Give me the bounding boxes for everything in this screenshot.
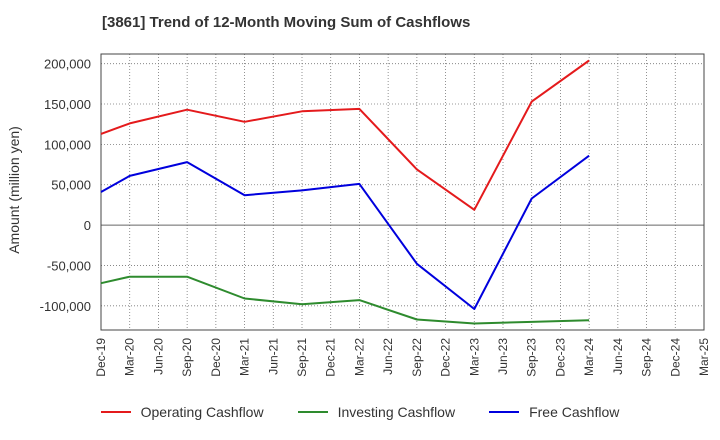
series-line-investing-cashflow xyxy=(100,275,590,325)
plot-border xyxy=(100,53,705,331)
legend-label: Investing Cashflow xyxy=(337,404,456,420)
x-tick-label: Sep-24 xyxy=(640,338,654,377)
series-line-free-cashflow xyxy=(100,154,590,310)
x-tick-label: Sep-22 xyxy=(410,338,424,377)
legend-swatch xyxy=(297,411,328,413)
x-tick-label: Mar-21 xyxy=(238,338,252,376)
legend-label: Free Cashflow xyxy=(529,404,620,420)
x-tick-labels: Dec-19 Mar-20 Jun-20 Sep-20 Dec-20 Mar-21 Jun-… xyxy=(94,338,711,377)
y-tick-label: 100,000 xyxy=(44,137,91,152)
x-tick-label: Dec-19 xyxy=(94,338,108,377)
x-tick-label: Mar-23 xyxy=(467,338,481,376)
legend-item-free-cashflow: Free Cashflow xyxy=(489,404,619,420)
grid-layer xyxy=(101,54,704,330)
y-tick-label: 50,000 xyxy=(51,178,91,193)
chart-legend: Operating Cashflow Investing Cashflow Fr… xyxy=(0,404,720,420)
x-tick-label: Dec-22 xyxy=(439,338,453,377)
y-tick-label: -100,000 xyxy=(40,299,91,314)
legend-item-operating-cashflow: Operating Cashflow xyxy=(100,404,264,420)
x-tick-label: Dec-23 xyxy=(553,338,567,377)
legend-item-investing-cashflow: Investing Cashflow xyxy=(297,404,456,420)
series-line-operating-cashflow xyxy=(100,59,590,211)
x-tick-label: Jun-23 xyxy=(496,338,510,375)
x-tick-label: Mar-22 xyxy=(352,338,366,376)
legend-label: Operating Cashflow xyxy=(140,404,264,420)
x-tick-label: Jun-21 xyxy=(266,338,280,375)
x-tick-label: Jun-22 xyxy=(381,338,395,375)
x-tick-label: Sep-20 xyxy=(180,338,194,377)
x-tick-label: Sep-21 xyxy=(295,338,309,377)
x-tick-label: Sep-23 xyxy=(525,338,539,377)
x-tick-label: Jun-24 xyxy=(611,338,625,375)
x-tick-label: Dec-24 xyxy=(668,338,682,377)
legend-swatch xyxy=(100,411,131,413)
y-tick-label: 200,000 xyxy=(44,57,91,72)
y-tick-label: -50,000 xyxy=(47,258,91,273)
legend-swatch xyxy=(489,411,520,413)
y-tick-label: 0 xyxy=(84,218,91,233)
y-tick-label: 150,000 xyxy=(44,97,91,112)
x-tick-label: Jun-20 xyxy=(151,338,165,375)
y-axis-label: Amount (million yen) xyxy=(6,126,22,254)
x-tick-label: Mar-20 xyxy=(123,338,137,376)
chart-title: [3861] Trend of 12-Month Moving Sum of C… xyxy=(102,14,471,31)
series-layer xyxy=(100,59,590,325)
x-tick-label: Dec-20 xyxy=(209,338,223,377)
plot-frame xyxy=(100,53,705,331)
x-tick-label: Mar-24 xyxy=(582,338,596,376)
x-tick-label: Mar-25 xyxy=(697,338,711,376)
x-tick-label: Dec-21 xyxy=(324,338,338,377)
y-tick-labels: 200,000 150,000 100,000 50,000 0 -50,000 -100,… xyxy=(40,57,91,314)
